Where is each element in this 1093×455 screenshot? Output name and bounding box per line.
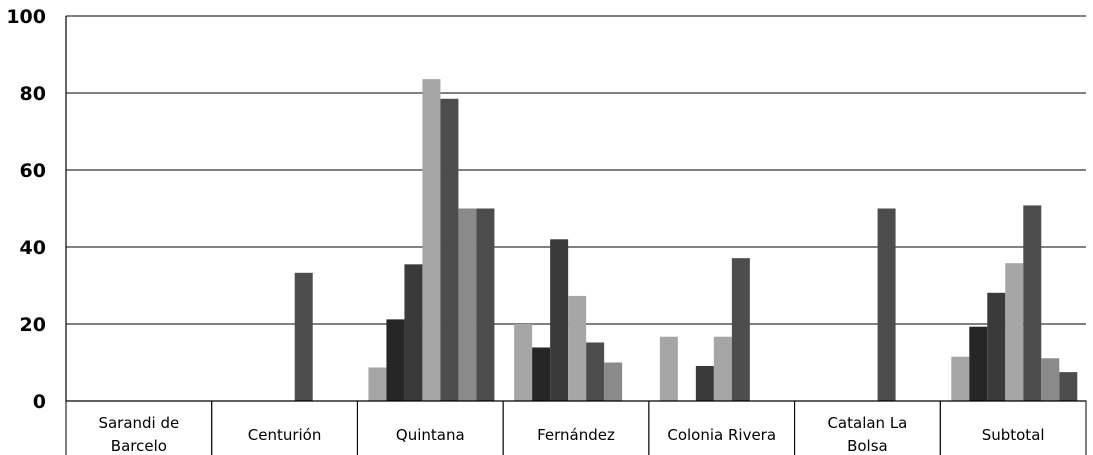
bar [877,208,896,401]
y-tick-label: 60 [20,160,46,182]
y-tick-label: 100 [6,6,46,28]
bar [1023,205,1042,401]
y-tick-label: 40 [20,237,46,259]
bar [550,239,569,401]
bar [386,319,405,401]
bar [532,347,551,401]
bar [440,98,459,402]
category-label: Quintana [396,426,465,444]
category-label: Subtotal [982,426,1045,444]
bar [969,326,988,401]
bar [659,336,678,401]
category-label: Bolsa [847,437,888,455]
category-label: Sarandi de [98,414,179,432]
category-label: Barcelo [111,437,167,455]
bar [568,295,587,401]
bar [731,258,750,401]
bar [1005,263,1024,401]
bar [294,272,313,401]
category-label: Catalan La [827,414,907,432]
gridlines [66,15,1086,325]
category-cell [939,400,1087,455]
bar [713,336,732,401]
bar [604,362,623,401]
bar [1059,372,1078,401]
bar [422,79,441,401]
bar [951,356,970,401]
bar [458,208,477,401]
category-axis: Sarandi de Barcelo Centurión Quintana Fernán… [65,400,1087,455]
bar [695,365,714,401]
bar [1041,358,1060,401]
bar [368,367,387,401]
bar [514,324,533,401]
y-tick-label: 20 [20,314,46,336]
y-tick-label: 0 [33,391,46,413]
bar [476,208,495,401]
bar [586,342,605,401]
bar [404,264,423,401]
category-label: Centurión [248,426,322,444]
bars [294,79,1078,402]
y-axis-tick-labels: 0 20 40 60 80 100 [6,6,46,413]
y-tick-label: 80 [20,83,46,105]
bar [987,292,1006,401]
category-label: Fernández [537,426,615,444]
category-label: Colonia Rivera [667,426,776,444]
